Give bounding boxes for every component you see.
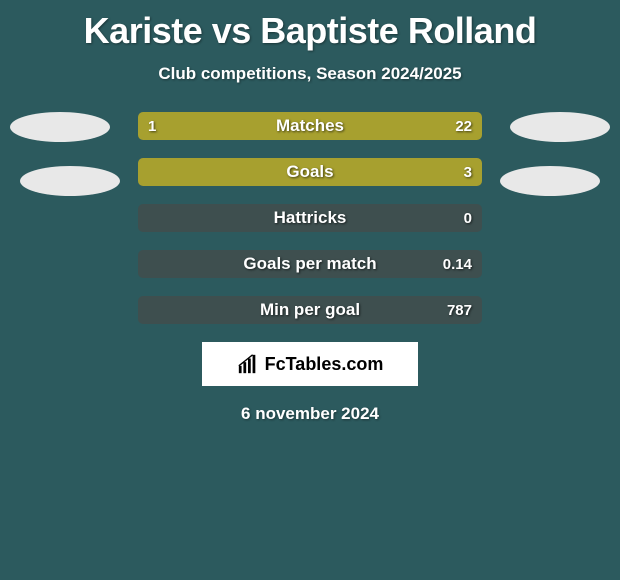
stat-bar-right-value: 0.14 — [443, 250, 472, 278]
brand-text: FcTables.com — [265, 354, 384, 375]
player-left-avatar-placeholder — [10, 112, 110, 142]
stat-bar-right-value: 0 — [464, 204, 472, 232]
stat-bar-right-value: 787 — [447, 296, 472, 324]
date-text: 6 november 2024 — [0, 404, 620, 424]
player-left-name-placeholder — [20, 166, 120, 196]
stat-bar-label: Min per goal — [138, 296, 482, 324]
stat-bars-container: Matches122 Goals3 Hattricks0 Goals per matc… — [138, 112, 482, 324]
stat-bar-row: Matches122 — [138, 112, 482, 140]
stats-area: Matches122 Goals3 Hattricks0 Goals per matc… — [0, 112, 620, 324]
stat-bar-row: Goals3 — [138, 158, 482, 186]
stat-bar-left-fill — [138, 158, 482, 186]
page-subtitle: Club competitions, Season 2024/2025 — [0, 64, 620, 84]
brand-box[interactable]: FcTables.com — [202, 342, 418, 386]
player-right-avatar-placeholder — [510, 112, 610, 142]
page-title: Kariste vs Baptiste Rolland — [0, 0, 620, 52]
stat-bar-row: Hattricks0 — [138, 204, 482, 232]
stat-bar-right-fill — [153, 112, 482, 140]
stat-bar-row: Goals per match0.14 — [138, 250, 482, 278]
brand-chart-icon — [237, 353, 259, 375]
player-right-name-placeholder — [500, 166, 600, 196]
stat-bar-row: Min per goal787 — [138, 296, 482, 324]
stat-bar-label: Goals per match — [138, 250, 482, 278]
stat-bar-label: Hattricks — [138, 204, 482, 232]
stat-bar-left-fill — [138, 112, 153, 140]
